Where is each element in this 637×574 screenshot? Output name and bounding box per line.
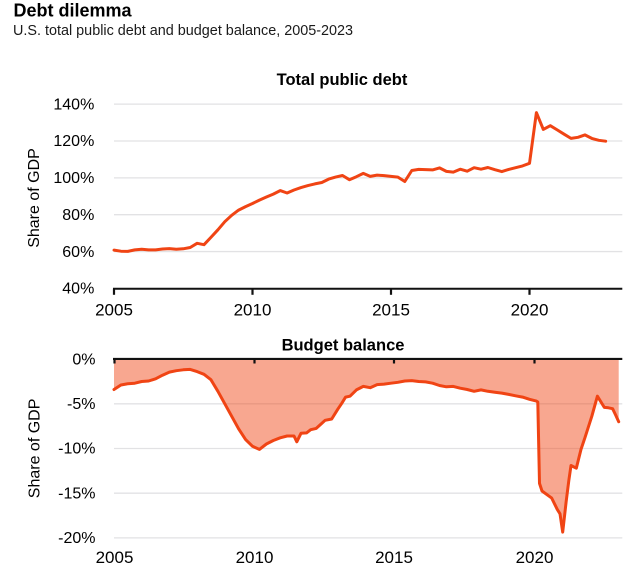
svg-text:Share of GDP: Share of GDP [27,399,44,499]
svg-text:2015: 2015 [372,300,410,319]
svg-text:2015: 2015 [375,548,413,567]
svg-text:2005: 2005 [96,548,134,567]
svg-text:Share of GDP: Share of GDP [26,148,43,248]
svg-text:2020: 2020 [516,548,554,567]
svg-text:-20%: -20% [58,530,95,547]
svg-text:Budget balance: Budget balance [282,336,405,354]
svg-text:U.S. total public debt and bud: U.S. total public debt and budget balanc… [13,23,353,39]
svg-text:2020: 2020 [511,300,549,319]
svg-text:2010: 2010 [234,300,272,319]
svg-text:2010: 2010 [236,548,274,567]
svg-text:Debt dilemma: Debt dilemma [14,0,133,20]
svg-text:80%: 80% [62,207,94,224]
svg-text:40%: 40% [62,281,94,298]
svg-text:-5%: -5% [67,396,95,413]
svg-text:100%: 100% [53,170,94,187]
svg-text:-10%: -10% [58,441,95,458]
svg-text:60%: 60% [62,244,94,261]
svg-text:2005: 2005 [95,300,133,319]
svg-text:140%: 140% [53,96,94,113]
svg-text:Total public debt: Total public debt [277,71,408,89]
svg-text:0%: 0% [72,351,95,368]
svg-text:-15%: -15% [58,485,95,502]
svg-text:120%: 120% [53,133,94,150]
